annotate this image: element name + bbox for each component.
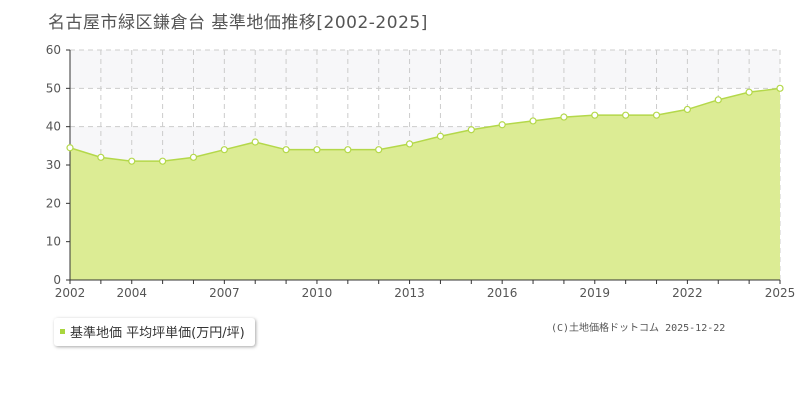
data-point <box>560 113 568 121</box>
x-tick-label: 2010 <box>302 286 333 300</box>
x-tick-label: 2004 <box>116 286 147 300</box>
series-area <box>70 88 780 280</box>
data-point <box>745 88 753 96</box>
y-tick-label: 30 <box>46 158 61 172</box>
x-tick-label: 2025 <box>765 286 796 300</box>
land-price-chart: 0 10 20 30 40 50 60 2002 2004 2007 2010 2013 2016 201… <box>46 43 796 300</box>
data-point <box>66 144 74 152</box>
copyright-text: (C)土地価格ドットコム 2025-12-22 <box>551 323 726 334</box>
data-point <box>313 146 321 154</box>
chart-labels: 0 10 20 30 40 50 60 2002 2004 2007 2010 2013 2016 201… <box>46 43 796 300</box>
data-point <box>498 121 506 129</box>
data-point <box>622 111 630 119</box>
legend-label: 基準地価 平均坪単価(万円/坪) <box>70 326 245 341</box>
data-point <box>282 146 290 154</box>
data-point <box>375 146 383 154</box>
data-point <box>405 140 414 148</box>
data-point <box>97 153 105 161</box>
y-tick-label: 20 <box>46 196 61 210</box>
chart-legend: 基準地価 平均坪単価(万円/坪) <box>54 318 255 346</box>
chart-band <box>70 50 780 89</box>
x-tick-label: 2019 <box>580 286 611 300</box>
data-point <box>436 132 445 140</box>
data-point <box>344 146 352 154</box>
series-line <box>69 87 781 162</box>
data-point <box>714 96 722 104</box>
data-point <box>591 111 599 119</box>
chart-area <box>69 87 781 280</box>
data-point <box>189 153 198 161</box>
data-point <box>652 111 661 119</box>
x-tick-label: 2016 <box>487 286 518 300</box>
y-tick-label: 0 <box>53 273 61 287</box>
data-point <box>159 157 167 165</box>
x-tick-label: 2002 <box>55 286 86 300</box>
y-tick-label: 40 <box>46 120 61 134</box>
chart-markers <box>66 84 784 165</box>
x-tick-label: 2022 <box>672 286 703 300</box>
chart-axes <box>66 49 781 284</box>
data-point <box>529 117 537 125</box>
data-point <box>251 138 259 146</box>
y-tick-label: 50 <box>46 81 61 95</box>
x-tick-label: 2013 <box>394 286 425 300</box>
data-point <box>220 146 228 154</box>
data-point <box>128 157 136 165</box>
data-point <box>467 126 475 134</box>
y-tick-label: 60 <box>46 43 61 57</box>
data-point <box>683 105 691 114</box>
legend-swatch <box>60 329 65 334</box>
data-point <box>776 84 784 92</box>
y-tick-label: 10 <box>46 235 61 249</box>
x-tick-label: 2007 <box>209 286 240 300</box>
page-title: 名古屋市緑区鎌倉台 基準地価推移[2002-2025] <box>48 13 428 33</box>
